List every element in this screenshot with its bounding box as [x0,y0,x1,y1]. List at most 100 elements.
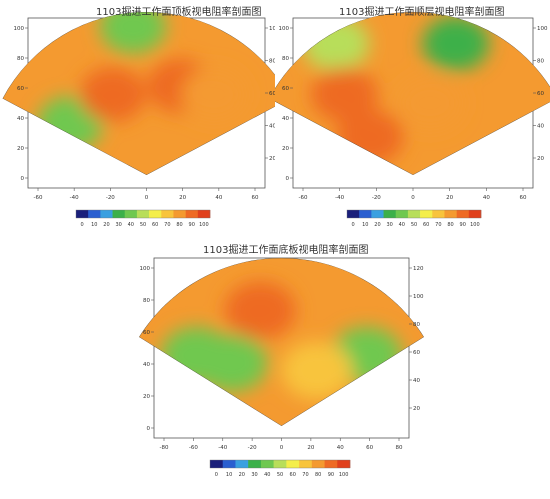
heatmap-zone [224,281,296,340]
colorbar-tick-label: 60 [152,222,158,228]
y-tick-label: 100 [140,266,151,272]
colorbar-tick-label: 70 [302,472,308,478]
colorbar-tick-label: 80 [176,222,182,228]
heatmap-zone [181,67,248,122]
colorbar-tick-label: 40 [128,222,134,228]
x-tick-label: -60 [34,195,43,201]
heatmap-zone [79,67,146,122]
colorbar-swatch [222,460,236,468]
heatmap-blobs [302,16,490,165]
heatmap-base [139,258,424,426]
x-tick-label: 60 [252,195,259,201]
colorbar-tick-label: 10 [226,472,232,478]
bedding-resistivity-chart: -60 -40 -20 0 20 40 60 0 20 40 60 80 100 20 40 60 80 100 0… [269,11,550,228]
colorbar-tick-label: 50 [277,472,283,478]
x-tick-label: -60 [299,195,308,201]
y-right-tick-label: 120 [413,266,424,272]
colorbar-tick-label: 90 [328,472,334,478]
heatmap-blobs [160,281,403,400]
x-tick-label: -20 [372,195,381,201]
y-right-tick-label: 20 [413,406,420,412]
colorbar-swatch [273,460,287,468]
colorbar-swatch [456,210,470,218]
colorbar-swatch [185,210,199,218]
colorbar-swatch [100,210,113,218]
y-right-tick-label: 80 [413,322,420,328]
x-tick-label: 0 [411,195,415,201]
x-tick-label: -40 [335,195,344,201]
x-tick-label: 40 [483,195,490,201]
colorbar-tick-label: 80 [447,222,453,228]
colorbar-swatch [337,460,351,468]
colorbar-swatch [371,210,384,218]
y-right-tick-label: 40 [269,124,275,130]
colorbar-swatch [210,460,224,468]
roof-chart-panel: 1103掘进工作面顶板视电阻率剖面图 -60 -40 -20 0 20 40 60 0 20 40… [0,0,291,240]
colorbar-swatch [395,210,409,218]
colorbar-swatch [197,210,211,218]
x-tick-label: 80 [396,445,403,451]
colorbar-tick-label: 100 [470,222,480,228]
colorbar-tick-label: 70 [435,222,441,228]
colorbar-swatch [299,460,313,468]
colorbar-tick-label: 60 [290,472,296,478]
colorbar-swatch [468,210,482,218]
heatmap-layer [139,258,424,427]
y-tick-label: 20 [282,146,289,152]
colorbar-swatch [444,210,457,218]
y-tick-label: 80 [282,56,289,62]
y-tick-label: 40 [282,116,289,122]
x-tick-label: 0 [145,195,149,201]
colorbar-tick-label: 0 [351,222,354,228]
colorbar-tick-label: 20 [103,222,109,228]
heatmap-layer [2,11,291,175]
y-tick-label: 60 [143,330,150,336]
heatmap-zone [281,341,353,400]
x-tick-label: -80 [160,445,169,451]
roof-resistivity-chart: -60-40-200204060020406080100204060801000… [2,11,291,228]
roof-chart-title: 1103掘进工作面顶板视电阻率剖面图 [96,7,262,18]
heatmap-zone [196,334,268,392]
y-right-tick-label: 40 [413,378,420,384]
colorbar-tick-label: 100 [199,222,209,228]
y-tick-label: 80 [17,56,24,62]
colorbar-swatch [383,210,397,218]
y-tick-label: 40 [143,362,150,368]
y-right-tick-label: 80 [269,59,275,65]
y-right-tick-label: 40 [537,124,544,130]
y-tick-label: 20 [17,146,24,152]
y-tick-label: 0 [286,176,290,182]
colorbar-swatch [359,210,372,218]
colorbar-tick-label: 30 [251,472,257,478]
colorbar-tick-label: 40 [264,472,270,478]
colorbar-tick-label: 0 [80,222,83,228]
heatmap-zone [310,67,379,122]
x-tick-label: 20 [446,195,453,201]
floor-chart-title: 1103掘进工作面底板视电阻率剖面图 [203,245,369,256]
colorbar-tick-label: 10 [91,222,97,228]
colorbar-swatch [407,210,421,218]
colorbar-tick-label: 20 [239,472,245,478]
x-tick-label: -60 [189,445,198,451]
y-right-tick-label: 80 [537,59,544,65]
colorbar-tick-label: 80 [315,472,321,478]
colorbar-tick-label: 100 [339,472,349,478]
colorbar-frame [346,209,482,219]
y-tick-label: 100 [14,26,25,32]
colorbar-swatch [260,460,274,468]
y-tick-label: 100 [279,26,290,32]
colorbar-tick-label: 90 [460,222,466,228]
wedge-outline [139,258,424,427]
x-tick-label: -20 [248,445,257,451]
y-tick-label: 20 [143,394,150,400]
heatmap-blobs [37,11,248,151]
colorbar-swatch [324,460,338,468]
wedge-outline [269,11,550,175]
colorbar-tick-label: 70 [164,222,170,228]
colorbar-swatch [248,460,262,468]
y-right-tick-label: 100 [269,26,275,32]
colorbar-tick-label: 10 [362,222,368,228]
y-tick-label: 80 [143,298,150,304]
colorbar-tick-label: 0 [215,472,218,478]
wedge-outline [2,11,291,175]
